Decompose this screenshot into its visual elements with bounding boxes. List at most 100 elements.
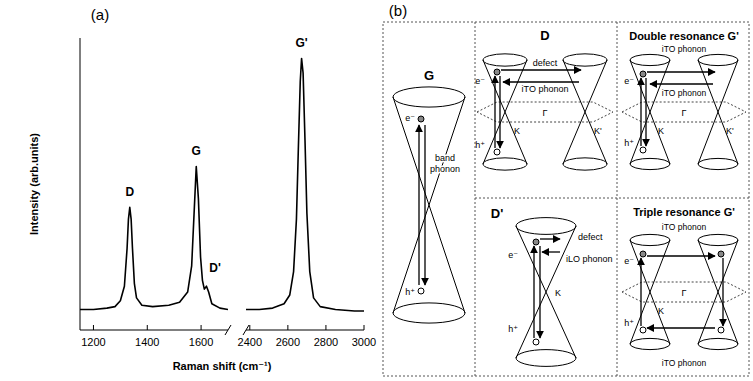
cone-rim <box>393 87 465 107</box>
brillouin-zone <box>477 102 613 122</box>
x-tick-label: 2800 <box>314 336 338 348</box>
panel-label: (a) <box>91 6 109 23</box>
dirac-cone <box>698 60 738 164</box>
arrow <box>640 78 641 146</box>
x-tick-label: 1200 <box>81 336 105 348</box>
arrow <box>647 255 715 256</box>
x-tick-label: 1400 <box>135 336 159 348</box>
cone-rim <box>516 350 576 367</box>
hole <box>640 147 646 153</box>
hole <box>418 288 424 294</box>
x-tick-label: 2400 <box>238 336 262 348</box>
cone-rim <box>698 338 738 349</box>
electron <box>718 251 724 257</box>
chart: (a)1200140016002400260028003000DGD'G'Int… <box>28 6 376 372</box>
dirac-cone <box>483 60 527 164</box>
x-tick-label: 1600 <box>189 336 213 348</box>
electron <box>533 239 539 245</box>
diagram-label: e⁻ <box>475 76 485 86</box>
arrow <box>533 246 534 338</box>
cone-rim <box>563 54 607 66</box>
arrow <box>540 238 560 239</box>
cone-rim <box>483 54 527 66</box>
panel-triple-resonance: Triple resonance G'e⁻h⁺iTO phononiTO pho… <box>622 206 746 368</box>
panel-label: (b) <box>389 2 407 19</box>
panel-title: G <box>424 68 434 83</box>
diagram-label: bandphonon <box>430 153 460 174</box>
plot-area <box>246 58 364 311</box>
axis-break <box>243 325 249 335</box>
diagram-label: K <box>514 126 520 136</box>
panel-double-resonance: Double resonance G' e⁻ h⁺ iTO phonon iTO pho… <box>622 30 746 170</box>
panel-title: Double resonance G' <box>629 30 739 42</box>
divider <box>475 198 749 199</box>
dirac-cone <box>393 97 465 313</box>
x-tick <box>249 325 250 330</box>
y-axis <box>80 38 81 330</box>
y-axis-title: Intensity (arb.units) <box>28 133 40 235</box>
panel-title: D <box>540 28 549 43</box>
diagram-label: Γ <box>682 108 687 118</box>
x-axis <box>246 330 364 331</box>
diagram-label: Γ <box>682 288 687 298</box>
label-line: band <box>435 153 455 163</box>
plot-area <box>80 166 228 309</box>
x-tick <box>364 325 365 330</box>
figure: (a)1200140016002400260028003000DGD'G'Int… <box>0 0 753 381</box>
arrow <box>499 76 500 148</box>
diagram-label: h⁺ <box>624 138 634 148</box>
cone-rim <box>630 338 670 349</box>
dirac-cone <box>516 226 576 358</box>
dirac-cone <box>630 60 670 164</box>
diagram-label: iTO phonon <box>662 88 707 98</box>
arrow <box>722 258 723 326</box>
arrow <box>645 78 646 146</box>
hole <box>533 339 539 345</box>
cone-rim <box>483 158 527 170</box>
cone-rim <box>630 54 670 65</box>
arrow <box>424 125 425 285</box>
hole <box>640 327 646 333</box>
panel-g: Ge⁻h⁺bandphonon <box>393 68 465 323</box>
x-tick <box>93 325 94 330</box>
diagram-label: h⁺ <box>508 324 518 334</box>
diagram-label: defect <box>578 232 603 242</box>
x-tick <box>287 325 288 330</box>
diagram-label: h⁺ <box>475 140 485 150</box>
spectrum-line <box>246 58 364 311</box>
arrow <box>494 76 495 148</box>
hole <box>494 149 500 155</box>
diagram-label: K' <box>594 126 602 136</box>
diagram-label: e⁻ <box>405 113 415 123</box>
cone-rim <box>630 234 670 245</box>
diagram-label: iLO phonon <box>566 254 613 264</box>
diagram-label: e⁻ <box>508 250 518 260</box>
electron <box>418 116 424 122</box>
diagram-label: Γ <box>543 108 548 118</box>
diagram-label: e⁻ <box>624 76 634 86</box>
cone-rim <box>698 54 738 65</box>
label-line: phonon <box>430 164 460 174</box>
cone-rim <box>393 303 465 323</box>
arrow <box>539 246 540 338</box>
panel-title: D' <box>491 206 503 221</box>
diagram-label: iTO phonon <box>662 44 707 54</box>
diagram: (b)Ge⁻h⁺bandphononDe⁻h⁺defectiTO phononK… <box>383 2 749 376</box>
diagram-label: iTO phonon <box>662 358 707 368</box>
diagram-label: K <box>658 126 664 136</box>
arrow <box>503 81 579 82</box>
electron <box>640 251 646 257</box>
peak-label: D <box>125 185 134 199</box>
diagram-label: K' <box>726 126 734 136</box>
dirac-cone <box>563 60 607 164</box>
diagram-label: defect <box>533 58 558 68</box>
arrow <box>640 258 641 326</box>
arrow <box>647 71 715 72</box>
cone-rim <box>698 234 738 245</box>
cone-rim <box>516 218 576 235</box>
peak-label: G' <box>295 36 307 50</box>
x-tick-label: 3000 <box>352 336 376 348</box>
diagram-label: h⁺ <box>624 318 634 328</box>
panel-frame <box>383 22 749 376</box>
cone-rim <box>563 158 607 170</box>
